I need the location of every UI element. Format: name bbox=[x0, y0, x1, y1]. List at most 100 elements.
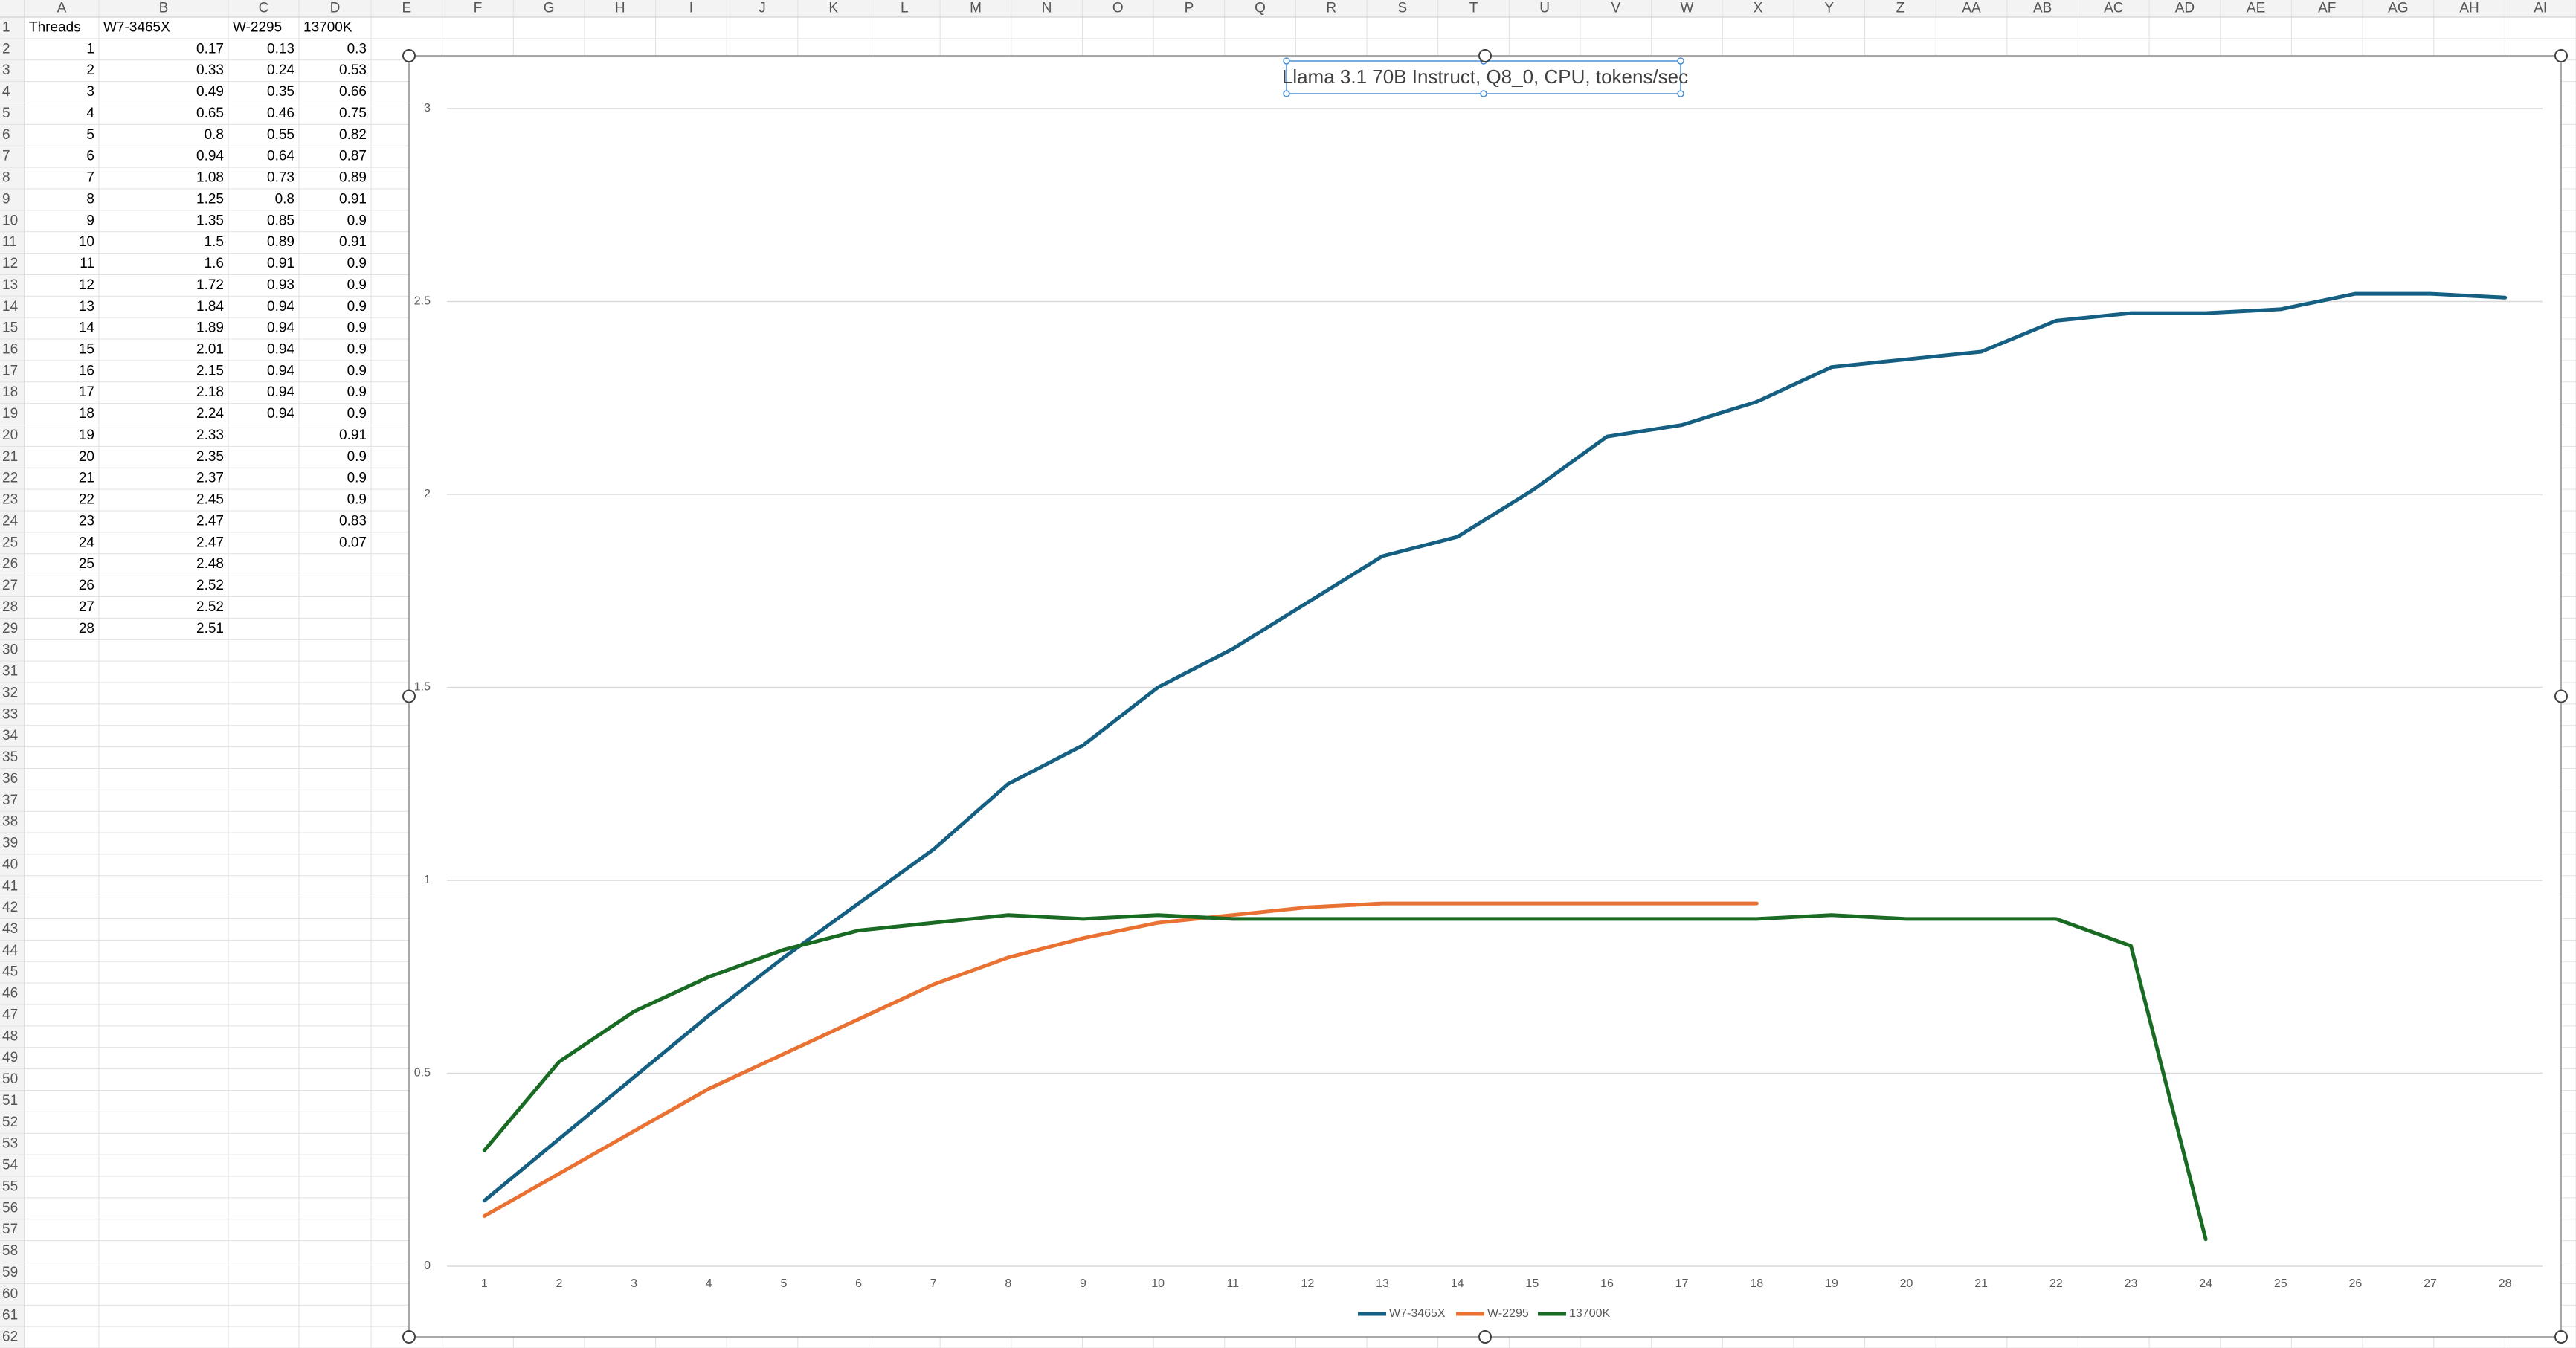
column-header[interactable]: AD bbox=[2175, 1, 2195, 16]
row-header[interactable]: 25 bbox=[2, 535, 18, 550]
cell-value[interactable]: 0.13 bbox=[267, 41, 294, 57]
column-header[interactable]: AB bbox=[2033, 1, 2052, 16]
row-header[interactable]: 31 bbox=[2, 664, 18, 680]
cell-value[interactable]: 0.94 bbox=[267, 363, 294, 378]
row-header[interactable]: 47 bbox=[2, 1007, 18, 1022]
cell-value[interactable]: 0.07 bbox=[339, 535, 367, 550]
row-header[interactable]: 38 bbox=[2, 814, 18, 830]
cell-value[interactable]: 13 bbox=[79, 299, 94, 315]
cell-value[interactable]: 2.47 bbox=[196, 535, 224, 550]
column-header[interactable]: AC bbox=[2104, 1, 2123, 16]
row-header[interactable]: 12 bbox=[2, 256, 18, 271]
resize-handle[interactable] bbox=[2554, 49, 2568, 62]
column-header[interactable]: T bbox=[1469, 1, 1478, 16]
cell-value[interactable]: 0.9 bbox=[347, 277, 367, 293]
row-header[interactable]: 58 bbox=[2, 1243, 18, 1259]
resize-handle[interactable] bbox=[402, 49, 416, 62]
cell-value[interactable]: 21 bbox=[79, 471, 94, 486]
column-header[interactable]: AF bbox=[2318, 1, 2336, 16]
resize-handle[interactable] bbox=[1478, 49, 1492, 62]
column-header[interactable]: D bbox=[330, 1, 341, 16]
row-header[interactable]: 42 bbox=[2, 900, 18, 915]
row-header[interactable]: 17 bbox=[2, 363, 18, 378]
column-header[interactable]: AI bbox=[2534, 1, 2547, 16]
column-header[interactable]: W bbox=[1680, 1, 1693, 16]
cell-value[interactable]: 0.46 bbox=[267, 106, 294, 121]
cell-value[interactable]: 0.94 bbox=[267, 406, 294, 422]
row-header[interactable]: 55 bbox=[2, 1178, 18, 1194]
column-header[interactable]: I bbox=[689, 1, 693, 16]
cell-value[interactable]: 26 bbox=[79, 578, 94, 593]
row-header[interactable]: 35 bbox=[2, 749, 18, 765]
column-header[interactable]: P bbox=[1185, 1, 1194, 16]
cell-value[interactable]: 0.49 bbox=[196, 84, 224, 100]
row-header[interactable]: 57 bbox=[2, 1222, 18, 1237]
row-header[interactable]: 20 bbox=[2, 428, 18, 443]
cell-value[interactable]: 18 bbox=[79, 406, 94, 422]
cell-value[interactable]: 2.01 bbox=[196, 342, 224, 358]
row-header[interactable]: 61 bbox=[2, 1308, 18, 1323]
cell-value[interactable]: 0.64 bbox=[267, 149, 294, 164]
cell-value[interactable]: 0.9 bbox=[347, 299, 367, 315]
row-header[interactable]: 40 bbox=[2, 857, 18, 872]
resize-handle[interactable] bbox=[1478, 1330, 1492, 1344]
row-header[interactable]: 54 bbox=[2, 1158, 19, 1173]
cell-value[interactable]: 0.93 bbox=[267, 277, 294, 293]
cell-value[interactable]: 27 bbox=[79, 599, 94, 615]
column-header[interactable]: L bbox=[901, 1, 909, 16]
cell-value[interactable]: 0.65 bbox=[196, 106, 224, 121]
cell-value[interactable]: 1.5 bbox=[205, 234, 224, 250]
row-header[interactable]: 32 bbox=[2, 685, 18, 700]
resize-handle[interactable] bbox=[2554, 1330, 2568, 1344]
resize-handle[interactable] bbox=[402, 689, 416, 703]
cell-value[interactable]: 12 bbox=[79, 277, 94, 293]
cell-value[interactable]: 25 bbox=[79, 556, 94, 572]
row-header[interactable]: 22 bbox=[2, 471, 18, 486]
cell-value[interactable]: 28 bbox=[79, 621, 94, 636]
row-header[interactable]: 53 bbox=[2, 1136, 18, 1152]
row-header[interactable]: 49 bbox=[2, 1050, 18, 1065]
cell-value[interactable]: 4 bbox=[86, 106, 94, 121]
cell-value[interactable]: 0.17 bbox=[196, 41, 224, 57]
cell-value[interactable]: 0.89 bbox=[267, 234, 294, 250]
cell-value[interactable]: 2.45 bbox=[196, 492, 224, 508]
column-header[interactable]: K bbox=[828, 1, 838, 16]
chart-area[interactable] bbox=[408, 55, 2562, 1338]
cell-value[interactable]: 0.53 bbox=[339, 62, 367, 78]
cell-value[interactable]: 2.18 bbox=[196, 384, 224, 400]
cell-value[interactable]: 0.75 bbox=[339, 106, 367, 121]
column-header[interactable]: B bbox=[159, 1, 169, 16]
cell-value[interactable]: 1.6 bbox=[205, 256, 224, 271]
cell-value[interactable]: 2.35 bbox=[196, 449, 224, 465]
cell-value[interactable]: 2.47 bbox=[196, 513, 224, 529]
row-header[interactable]: 45 bbox=[2, 964, 18, 980]
row-header[interactable]: 46 bbox=[2, 986, 18, 1002]
cell-value[interactable]: 0.9 bbox=[347, 406, 367, 422]
cell-value[interactable]: 19 bbox=[79, 428, 94, 443]
row-header[interactable]: 62 bbox=[2, 1329, 18, 1345]
cell-value[interactable]: 0.9 bbox=[347, 471, 367, 486]
cell-value[interactable]: 0.91 bbox=[339, 428, 367, 443]
column-header[interactable]: U bbox=[1539, 1, 1550, 16]
column-header[interactable]: J bbox=[759, 1, 766, 16]
cell-value[interactable]: 5 bbox=[86, 127, 94, 143]
cell-value[interactable]: 0.89 bbox=[339, 170, 367, 186]
cell-value[interactable]: 0.66 bbox=[339, 84, 367, 100]
cell-value[interactable]: 10 bbox=[79, 234, 94, 250]
cell-value[interactable]: 0.3 bbox=[347, 41, 367, 57]
legend-label[interactable]: W7-3465X bbox=[1389, 1307, 1446, 1320]
row-header[interactable]: 5 bbox=[2, 106, 10, 121]
row-header[interactable]: 2 bbox=[2, 41, 10, 57]
column-header[interactable]: AH bbox=[2459, 1, 2479, 16]
cell-value[interactable]: 0.91 bbox=[267, 256, 294, 271]
row-header[interactable]: 56 bbox=[2, 1200, 18, 1216]
cell-value[interactable]: 0.8 bbox=[205, 127, 224, 143]
row-header[interactable]: 9 bbox=[2, 191, 10, 207]
cell-value[interactable]: 0.9 bbox=[347, 384, 367, 400]
row-header[interactable]: 8 bbox=[2, 170, 10, 186]
column-header[interactable]: N bbox=[1042, 1, 1052, 16]
cell-value[interactable]: 1 bbox=[86, 41, 94, 57]
row-header[interactable]: 6 bbox=[2, 127, 10, 143]
cell-value[interactable]: 24 bbox=[79, 535, 95, 550]
row-header[interactable]: 10 bbox=[2, 213, 18, 228]
